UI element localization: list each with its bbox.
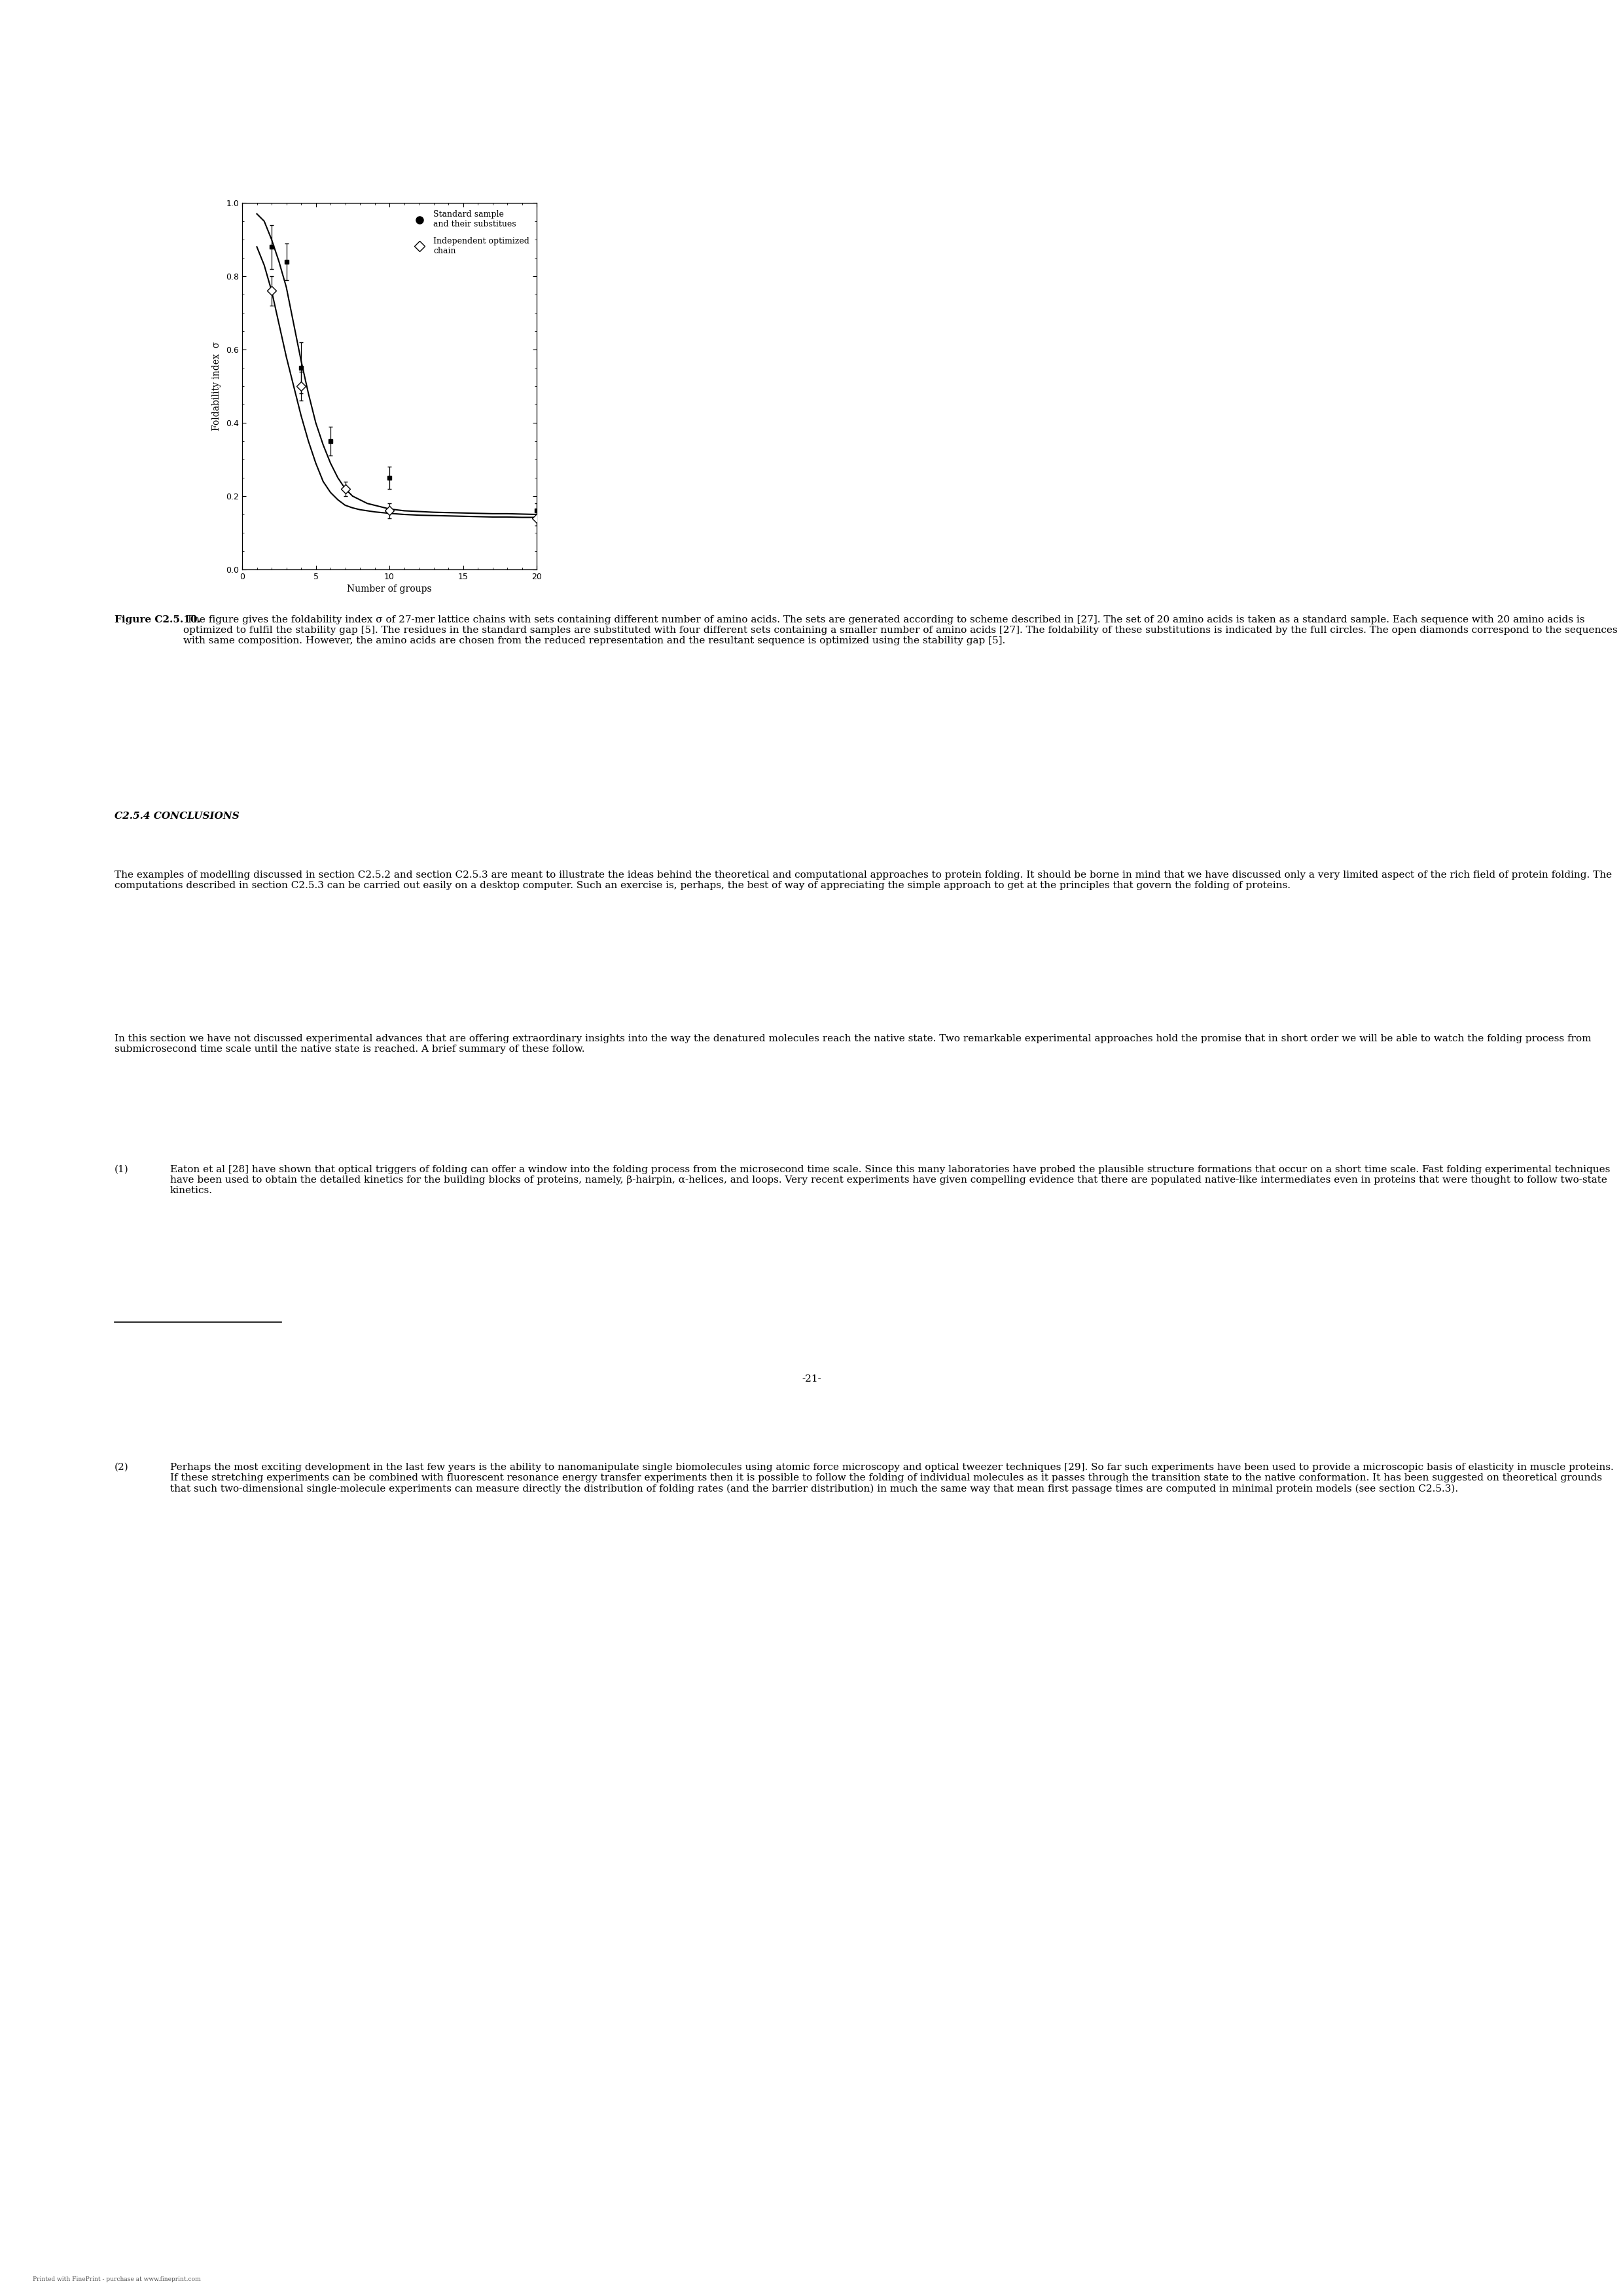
Text: Printed with FinePrint - purchase at www.fineprint.com: Printed with FinePrint - purchase at www… <box>32 2275 201 2282</box>
Text: The figure gives the foldability index σ of 27-mer lattice chains with sets cont: The figure gives the foldability index σ… <box>183 615 1618 645</box>
Text: (2): (2) <box>115 1463 128 1472</box>
Text: In this section we have not discussed experimental advances that are offering ex: In this section we have not discussed ex… <box>115 1033 1591 1054</box>
Text: Figure C2.5.10.: Figure C2.5.10. <box>115 615 201 625</box>
Text: C2.5.4 CONCLUSIONS: C2.5.4 CONCLUSIONS <box>115 810 239 820</box>
Legend: Standard sample
and their substitues, Independent optimized
chain: Standard sample and their substitues, In… <box>407 207 532 259</box>
Text: Eaton et al [28] have shown that optical triggers of folding can offer a window : Eaton et al [28] have shown that optical… <box>170 1164 1610 1196</box>
Text: Perhaps the most exciting development in the last few years is the ability to na: Perhaps the most exciting development in… <box>170 1463 1613 1492</box>
X-axis label: Number of groups: Number of groups <box>347 585 432 595</box>
Text: -21-: -21- <box>802 1375 821 1384</box>
Text: The examples of modelling discussed in section C2.5.2 and section C2.5.3 are mea: The examples of modelling discussed in s… <box>115 870 1612 891</box>
Y-axis label: Foldability index  σ: Foldability index σ <box>213 342 221 432</box>
Text: (1): (1) <box>115 1164 128 1173</box>
